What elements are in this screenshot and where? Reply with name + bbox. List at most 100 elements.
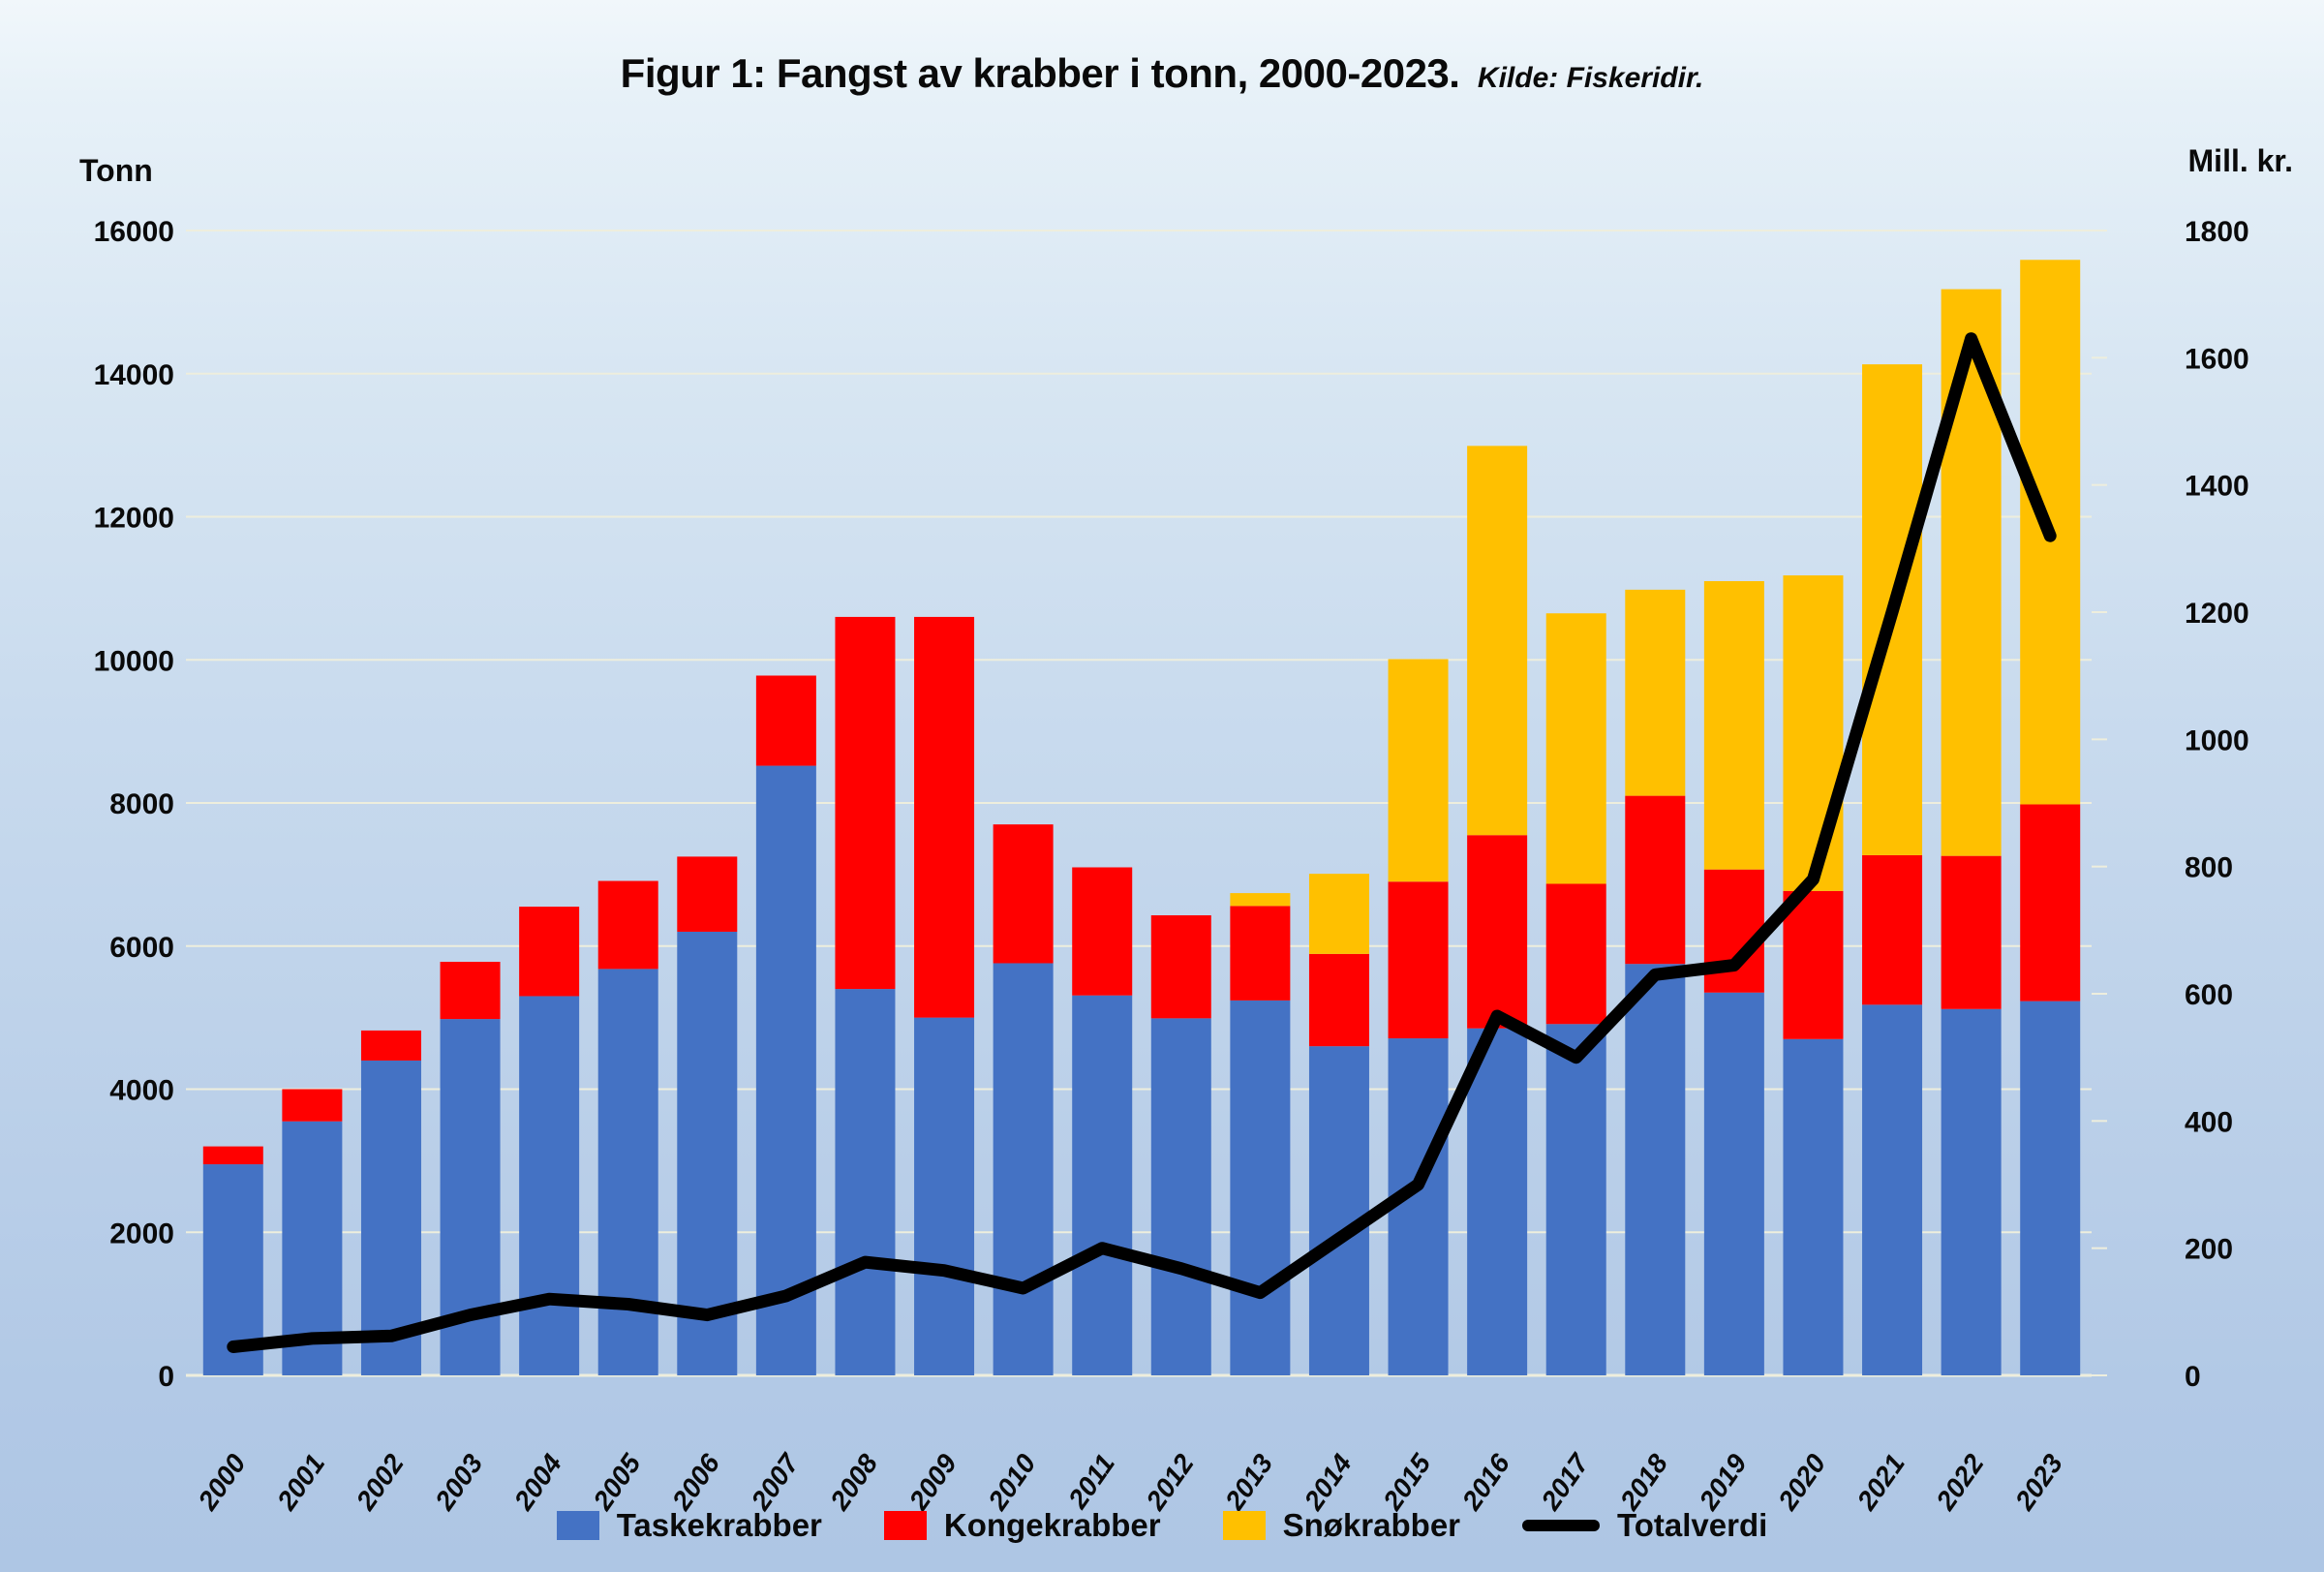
legend-item-kongekrabber: Kongekrabber [883, 1507, 1161, 1544]
left-tick-label: 6000 [109, 932, 174, 964]
bar-segment-2007-taskekrabber [755, 765, 816, 1375]
bar-segment-2010-taskekrabber [993, 963, 1054, 1375]
year-label-2006: 2006 [666, 1448, 726, 1516]
bar-segment-2023-taskekrabber [2020, 1001, 2081, 1375]
bar-segment-2009-taskekrabber [914, 1017, 975, 1375]
left-tick-label: 8000 [109, 788, 174, 820]
bar-segment-2002-taskekrabber [360, 1060, 421, 1375]
year-label-2000: 2000 [192, 1448, 252, 1516]
bar-segment-2020-snøkrabber [1783, 575, 1844, 891]
left-tick-label: 4000 [109, 1075, 174, 1107]
bar-segment-2015-snøkrabber [1388, 659, 1449, 882]
bar-segment-2001-kongekrabber [282, 1089, 343, 1122]
year-label-2022: 2022 [1930, 1448, 1990, 1516]
totalverdi-line [227, 332, 2057, 1353]
bar-segment-2007-kongekrabber [755, 675, 816, 766]
year-label-2019: 2019 [1693, 1448, 1753, 1516]
bar-segment-2013-kongekrabber [1230, 906, 1291, 1001]
bar-segment-2015-taskekrabber [1388, 1038, 1449, 1375]
bar-segment-2005-kongekrabber [597, 880, 658, 970]
year-label-2009: 2009 [902, 1448, 963, 1516]
legend-item-snokrabber: Snøkrabber [1222, 1507, 1461, 1544]
chart-header: Figur 1: Fangst av krabber i tonn, 2000-… [0, 50, 2324, 97]
right-tick-label: 1800 [2185, 216, 2249, 248]
year-label-2003: 2003 [429, 1448, 489, 1516]
right-tick-label: 0 [2185, 1361, 2201, 1393]
year-label-2005: 2005 [587, 1448, 647, 1516]
left-tick-label: 12000 [94, 503, 174, 535]
right-axis-title: Mill. kr. [2187, 143, 2293, 178]
taskekrabber-swatch-icon [556, 1511, 599, 1540]
bar-segment-2019-snøkrabber [1703, 580, 1764, 870]
bar-segment-2002-kongekrabber [360, 1030, 421, 1061]
right-tick-label: 1400 [2185, 471, 2249, 503]
bar-segment-2016-snøkrabber [1467, 446, 1528, 836]
bar-segment-2017-snøkrabber [1545, 613, 1606, 884]
bar-segment-2011-taskekrabber [1072, 995, 1133, 1375]
bar-segment-2014-kongekrabber [1308, 953, 1369, 1047]
bar-segment-2008-taskekrabber [835, 989, 896, 1375]
right-tick-label: 1200 [2185, 598, 2249, 630]
year-label-2010: 2010 [982, 1448, 1042, 1516]
right-tick-label: 800 [2185, 852, 2233, 884]
right-tick-label: 1600 [2185, 343, 2249, 375]
totalverdi-line-swatch-icon [1522, 1520, 1601, 1531]
bar-segment-2011-kongekrabber [1072, 867, 1133, 996]
bar-segment-2004-kongekrabber [519, 907, 580, 997]
bar-segment-2010-kongekrabber [993, 824, 1054, 964]
bar-segment-2019-kongekrabber [1703, 869, 1764, 993]
left-tick-label: 0 [158, 1361, 174, 1393]
right-tick-label: 400 [2185, 1106, 2233, 1138]
chart-source: Kilde: Fiskeridir. [1477, 62, 1704, 94]
legend-item-totalverdi: Totalverdi [1522, 1507, 1767, 1544]
bar-segment-2016-taskekrabber [1467, 1028, 1528, 1375]
bar-segment-2018-taskekrabber [1625, 964, 1686, 1375]
bar-segment-2008-kongekrabber [835, 616, 896, 990]
left-axis-title: Tonn [79, 153, 153, 188]
bar-segment-2021-taskekrabber [1862, 1004, 1923, 1375]
year-label-2004: 2004 [507, 1448, 567, 1516]
bar-segment-2016-kongekrabber [1467, 835, 1528, 1029]
bar-segment-2012-kongekrabber [1150, 914, 1211, 1019]
year-label-2021: 2021 [1850, 1449, 1911, 1517]
right-tick-label: 600 [2185, 979, 2233, 1011]
bar-segment-2004-taskekrabber [519, 996, 580, 1375]
bar-segment-2018-kongekrabber [1625, 795, 1686, 965]
bar-segment-2019-taskekrabber [1703, 992, 1764, 1375]
bar-segment-2017-taskekrabber [1545, 1024, 1606, 1375]
bar-segment-2012-taskekrabber [1150, 1018, 1211, 1375]
bar-segment-2013-snøkrabber [1230, 893, 1291, 907]
year-label-2016: 2016 [1455, 1448, 1515, 1516]
bar-segment-2005-taskekrabber [597, 969, 658, 1375]
year-label-2008: 2008 [824, 1448, 884, 1516]
bar-segment-2014-snøkrabber [1308, 874, 1369, 954]
year-label-2015: 2015 [1377, 1448, 1437, 1516]
legend-label: Kongekrabber [943, 1507, 1161, 1543]
legend-label: Totalverdi [1617, 1507, 1768, 1543]
snokrabber-swatch-icon [1222, 1511, 1266, 1540]
bar-segment-2018-snøkrabber [1625, 589, 1686, 796]
bar-segment-2020-taskekrabber [1783, 1038, 1844, 1375]
year-label-2002: 2002 [350, 1448, 410, 1516]
left-tick-label: 16000 [94, 216, 174, 248]
bar-segment-2020-kongekrabber [1783, 890, 1844, 1039]
bar-segment-2006-taskekrabber [677, 931, 738, 1375]
chart-title: Figur 1: Fangst av krabber i tonn, 2000-… [620, 50, 1460, 96]
left-tick-label: 14000 [94, 359, 174, 391]
legend: Taskekrabber Kongekrabber Snøkrabber Tot… [0, 1507, 2324, 1544]
year-label-2023: 2023 [2008, 1448, 2068, 1516]
bar-segment-2013-taskekrabber [1230, 1000, 1291, 1375]
legend-label: Taskekrabber [616, 1507, 822, 1543]
bar-segment-2022-kongekrabber [1941, 855, 2002, 1009]
legend-item-taskekrabber: Taskekrabber [556, 1507, 822, 1544]
right-tick-label: 200 [2185, 1234, 2233, 1266]
bar-segment-2003-kongekrabber [440, 962, 501, 1020]
bar-segment-2022-taskekrabber [1941, 1008, 2002, 1375]
bar-segment-2021-kongekrabber [1862, 854, 1923, 1005]
year-label-2014: 2014 [1298, 1448, 1358, 1516]
bar-segment-2017-kongekrabber [1545, 883, 1606, 1025]
legend-label: Snøkrabber [1282, 1507, 1461, 1543]
year-label-2017: 2017 [1535, 1447, 1596, 1516]
